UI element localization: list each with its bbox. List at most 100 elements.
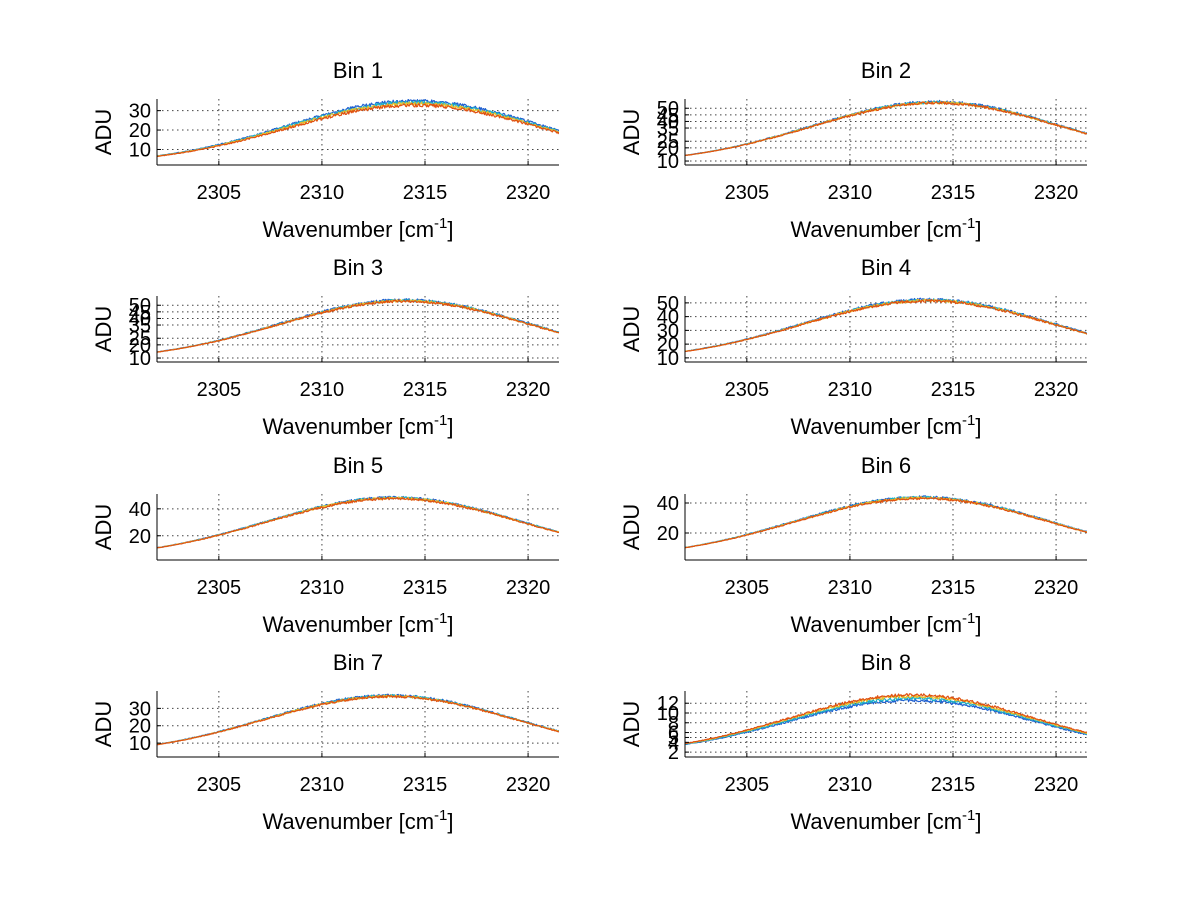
y-tick-label: 10 <box>657 151 679 173</box>
x-tick-label: 2320 <box>506 182 551 204</box>
x-tick-label: 2315 <box>403 774 448 796</box>
subplot-title: Bin 8 <box>861 650 911 675</box>
y-tick-label: 50 <box>657 98 679 120</box>
x-tick-label: 2315 <box>931 577 976 599</box>
y-axis-label: ADU <box>91 306 116 352</box>
x-tick-label: 2320 <box>506 577 551 599</box>
y-tick-label: 30 <box>129 698 151 720</box>
y-tick-label: 10 <box>129 348 151 370</box>
x-tick-label: 2310 <box>828 379 873 401</box>
x-tick-label: 2305 <box>725 577 770 599</box>
y-tick-label: 25 <box>657 131 679 153</box>
series-line-s4 <box>157 694 559 746</box>
subplot-title: Bin 6 <box>861 453 911 478</box>
y-tick-label: 10 <box>129 733 151 755</box>
y-tick-label: 5 <box>668 727 679 749</box>
series-line-s4 <box>685 299 1087 353</box>
subplot-title: Bin 5 <box>333 453 383 478</box>
subplot-title: Bin 7 <box>333 650 383 675</box>
y-tick-label: 30 <box>657 320 679 342</box>
series-line-s1 <box>157 693 559 746</box>
x-axis-label: Wavenumber [cm-1] <box>262 412 453 439</box>
y-axis-label: ADU <box>619 109 644 155</box>
x-tick-label: 2315 <box>931 182 976 204</box>
series-line-s2 <box>157 694 559 746</box>
series-line-s3 <box>157 694 559 746</box>
subplot-title: Bin 1 <box>333 58 383 83</box>
x-tick-label: 2305 <box>725 379 770 401</box>
subplot-5: 2305 2310 2315 2320 20 40 Bin 5 Wavenumber [cm-… <box>91 453 559 637</box>
y-tick-label: 6 <box>668 723 679 745</box>
y-tick-label: 20 <box>657 138 679 160</box>
series-line-s4 <box>157 496 559 549</box>
x-tick-label: 2310 <box>300 577 345 599</box>
x-tick-label: 2320 <box>506 379 551 401</box>
y-axis-label: ADU <box>91 109 116 155</box>
series-line-s3 <box>157 496 559 549</box>
x-tick-label: 2310 <box>828 182 873 204</box>
y-tick-label: 45 <box>657 105 679 127</box>
x-tick-label: 2305 <box>197 379 242 401</box>
y-tick-label: 20 <box>657 523 679 545</box>
y-tick-label: 50 <box>129 295 151 317</box>
x-axis-label: Wavenumber [cm-1] <box>262 610 453 637</box>
y-axis-label: ADU <box>619 701 644 747</box>
x-axis-label: Wavenumber [cm-1] <box>790 807 981 834</box>
y-tick-label: 25 <box>129 328 151 350</box>
x-tick-label: 2310 <box>828 774 873 796</box>
subplot-6: 2305 2310 2315 2320 20 40 Bin 6 Wavenumber [cm-… <box>619 453 1087 637</box>
y-tick-label: 35 <box>657 118 679 140</box>
y-tick-label: 40 <box>129 499 151 521</box>
y-tick-label: 10 <box>129 139 151 161</box>
series-line-s1 <box>685 495 1087 549</box>
subplot-title: Bin 4 <box>861 255 911 280</box>
y-axis-label: ADU <box>91 701 116 747</box>
x-tick-label: 2315 <box>931 379 976 401</box>
y-tick-label: 40 <box>657 493 679 515</box>
x-axis-label: Wavenumber [cm-1] <box>790 215 981 242</box>
y-axis-label: ADU <box>91 504 116 550</box>
series-line-s2 <box>685 298 1087 352</box>
x-tick-label: 2320 <box>1034 577 1079 599</box>
y-tick-label: 10 <box>657 703 679 725</box>
x-tick-label: 2305 <box>725 774 770 796</box>
y-tick-label: 4 <box>668 732 679 754</box>
x-tick-label: 2320 <box>1034 182 1079 204</box>
x-tick-label: 2305 <box>725 182 770 204</box>
x-tick-label: 2310 <box>828 577 873 599</box>
series-line-s4 <box>157 102 559 158</box>
x-tick-label: 2320 <box>1034 379 1079 401</box>
y-tick-label: 20 <box>129 526 151 548</box>
y-tick-label: 8 <box>668 713 679 735</box>
series-line-s4 <box>685 496 1087 549</box>
x-tick-label: 2320 <box>1034 774 1079 796</box>
x-tick-label: 2310 <box>300 379 345 401</box>
x-axis-label: Wavenumber [cm-1] <box>790 412 981 439</box>
x-tick-label: 2310 <box>300 182 345 204</box>
y-axis-label: ADU <box>619 504 644 550</box>
series-line-s3 <box>157 299 559 353</box>
y-tick-label: 30 <box>129 101 151 123</box>
x-tick-label: 2315 <box>403 182 448 204</box>
x-axis-label: Wavenumber [cm-1] <box>790 610 981 637</box>
series-line-s3 <box>685 496 1087 549</box>
series-line-s2 <box>157 298 559 353</box>
y-tick-label: 40 <box>657 111 679 133</box>
x-tick-label: 2305 <box>197 182 242 204</box>
y-tick-label: 45 <box>129 302 151 324</box>
y-tick-label: 20 <box>129 335 151 357</box>
y-tick-label: 2 <box>668 742 679 764</box>
y-tick-label: 40 <box>657 307 679 329</box>
y-tick-label: 12 <box>657 693 679 715</box>
x-tick-label: 2320 <box>506 774 551 796</box>
series-line-s4 <box>685 692 1087 745</box>
x-tick-label: 2305 <box>197 577 242 599</box>
x-tick-label: 2310 <box>300 774 345 796</box>
series-line-s1 <box>157 495 559 549</box>
